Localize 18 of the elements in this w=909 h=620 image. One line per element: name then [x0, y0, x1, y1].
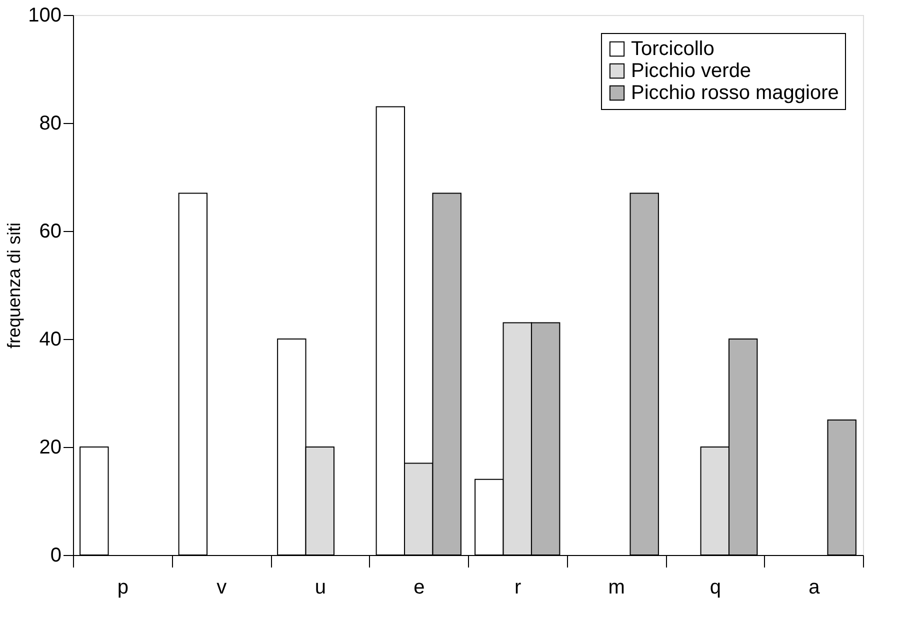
x-tick-label: m — [608, 576, 625, 598]
y-tick-label: 80 — [39, 112, 62, 134]
x-tick-label: v — [216, 576, 227, 598]
y-tick-label: 60 — [39, 220, 62, 242]
y-tick-label: 100 — [28, 4, 62, 26]
legend-label: Picchio rosso maggiore — [631, 82, 839, 104]
y-tick-label: 20 — [39, 436, 62, 458]
legend-label: Torcicollo — [631, 38, 714, 60]
x-tick-label: a — [808, 576, 821, 598]
x-tick-label: r — [514, 576, 522, 598]
y-tick-label: 0 — [50, 544, 62, 566]
x-tick-label: p — [117, 576, 128, 598]
legend-label: Picchio verde — [631, 60, 752, 82]
x-tick-label: e — [414, 576, 425, 598]
x-tick-label: q — [710, 576, 721, 598]
x-tick-label: u — [314, 576, 326, 598]
y-tick-label: 40 — [39, 328, 62, 350]
y-axis-title: frequenza di siti — [4, 222, 24, 349]
